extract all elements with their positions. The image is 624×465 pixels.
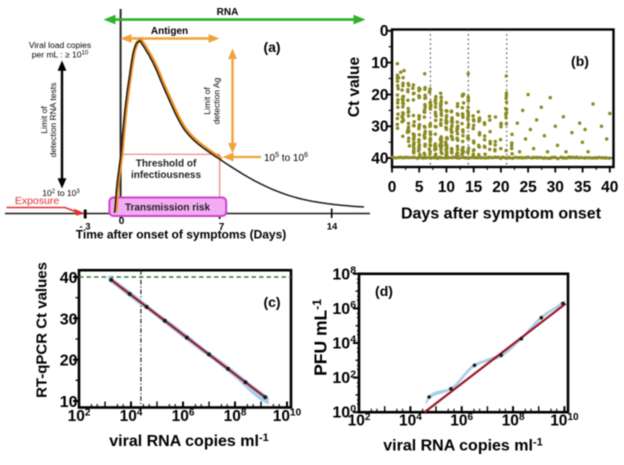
svg-text:Ct value: Ct value <box>346 56 363 117</box>
svg-text:0: 0 <box>380 23 389 40</box>
svg-text:(b): (b) <box>571 53 589 69</box>
svg-text:5: 5 <box>415 179 424 196</box>
svg-text:Exposure: Exposure <box>15 195 60 207</box>
svg-text:infectiousness: infectiousness <box>131 170 201 181</box>
svg-text:(a): (a) <box>263 39 280 55</box>
svg-text:Antigen: Antigen <box>151 26 188 37</box>
svg-text:102 to 103: 102 to 103 <box>42 188 80 198</box>
svg-text:viral RNA copies ml-1: viral RNA copies ml-1 <box>383 437 542 455</box>
svg-text:RNA: RNA <box>217 7 239 18</box>
svg-text:35: 35 <box>574 179 592 196</box>
svg-text:105 to 106: 105 to 106 <box>264 152 308 164</box>
svg-text:0: 0 <box>388 179 397 196</box>
svg-text:Limit of: Limit of <box>202 87 212 115</box>
svg-text:20: 20 <box>492 179 509 196</box>
svg-text:(c): (c) <box>263 294 280 310</box>
svg-text:10: 10 <box>371 55 388 72</box>
svg-text:30: 30 <box>60 311 78 328</box>
svg-text:Limit of: Limit of <box>39 106 49 134</box>
svg-text:Transmission risk: Transmission risk <box>125 203 210 214</box>
svg-text:30: 30 <box>547 179 564 196</box>
svg-text:0: 0 <box>119 216 125 227</box>
svg-text:Days after symptom onset: Days after symptom onset <box>401 206 602 223</box>
svg-text:PFU mL-1: PFU mL-1 <box>310 299 331 376</box>
svg-text:- 3: - 3 <box>79 222 90 233</box>
svg-text:10: 10 <box>60 394 78 411</box>
svg-text:10: 10 <box>438 179 455 196</box>
svg-text:Viral load copies: Viral load copies <box>29 40 91 50</box>
svg-text:RT-qPCR Ct values: RT-qPCR Ct values <box>34 262 51 398</box>
svg-text:30: 30 <box>371 119 388 136</box>
svg-text:40: 40 <box>60 270 78 287</box>
svg-text:20: 20 <box>60 353 78 370</box>
svg-text:Time after onset of symptoms (: Time after onset of symptoms (Days) <box>76 228 287 242</box>
svg-text:40: 40 <box>601 179 618 196</box>
svg-text:(d): (d) <box>375 283 393 299</box>
svg-text:25: 25 <box>519 179 537 196</box>
svg-text:40: 40 <box>371 151 388 168</box>
svg-text:7: 7 <box>219 222 225 233</box>
svg-text:per mL : ≥ 1010: per mL : ≥ 1010 <box>32 50 89 60</box>
svg-text:14: 14 <box>327 222 338 233</box>
svg-text:20: 20 <box>371 87 388 104</box>
svg-text:detection RNA tests: detection RNA tests <box>48 83 58 158</box>
svg-text:detection Ag: detection Ag <box>212 77 222 124</box>
svg-text:Threshold of: Threshold of <box>136 159 197 170</box>
svg-text:viral RNA copies ml-1: viral RNA copies ml-1 <box>109 432 268 450</box>
svg-text:15: 15 <box>465 179 483 196</box>
